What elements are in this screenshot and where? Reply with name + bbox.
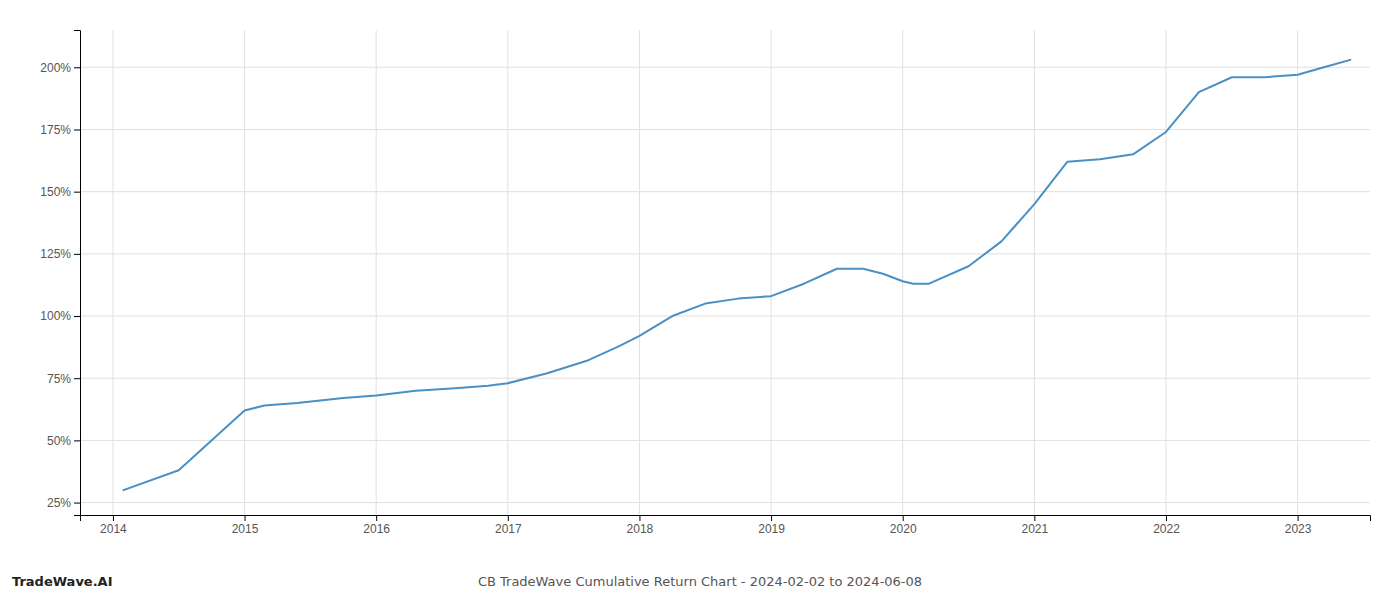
y-tick-label: 100% — [40, 309, 71, 323]
x-tick-label: 2021 — [1021, 522, 1048, 536]
y-axis: 25% 50% 75% 100% 125% 150% 175% 200% — [40, 31, 80, 516]
x-tick-label: 2016 — [363, 522, 390, 536]
line — [123, 60, 1350, 490]
grid-line-x — [1165, 30, 1166, 515]
x-tick-label: 2023 — [1285, 522, 1312, 536]
grid-line-y — [80, 378, 1370, 379]
x-tick-label: 2022 — [1153, 522, 1180, 536]
y-tick: 150% — [40, 185, 80, 199]
y-tick-mark — [74, 192, 80, 193]
y-tick-mark — [74, 316, 80, 317]
x-tick: 2021 — [1021, 515, 1048, 536]
x-tick-label: 2017 — [495, 522, 522, 536]
grid-line-y — [80, 440, 1370, 441]
grid-line-y — [80, 316, 1370, 317]
y-tick: 200% — [40, 61, 80, 75]
grid-line-x — [639, 30, 640, 515]
x-tick-mark — [639, 515, 640, 521]
y-tick-label: 175% — [40, 123, 71, 137]
y-tick: 50% — [47, 434, 80, 448]
y-tick-mark — [74, 129, 80, 130]
x-tick: 2022 — [1153, 515, 1180, 536]
grid-line-x — [112, 30, 113, 515]
grid-line-y — [80, 191, 1370, 192]
x-tick: 2015 — [232, 515, 259, 536]
x-tick-mark — [508, 515, 509, 521]
plot-area — [123, 60, 1350, 490]
x-axis-line — [81, 516, 1371, 522]
grid-line-y — [80, 253, 1370, 254]
grid-line-x — [902, 30, 903, 515]
x-tick-label: 2015 — [232, 522, 259, 536]
grid-line-y — [80, 67, 1370, 68]
y-tick-mark — [74, 254, 80, 255]
y-axis-line — [74, 31, 81, 516]
y-tick-label: 150% — [40, 185, 71, 199]
y-tick: 125% — [40, 247, 80, 261]
x-tick: 2020 — [890, 515, 917, 536]
x-axis: 2014 2015 2016 2017 2018 2019 2020 2021 2022 2023 — [81, 515, 1371, 536]
grid-line-x — [771, 30, 772, 515]
grid-line-x — [1034, 30, 1035, 515]
x-tick: 2014 — [100, 515, 127, 536]
x-tick-mark — [771, 515, 772, 521]
y-tick: 175% — [40, 123, 80, 137]
x-tick-mark — [1166, 515, 1167, 521]
y-tick-label: 200% — [40, 61, 71, 75]
x-tick-label: 2020 — [890, 522, 917, 536]
x-tick-mark — [245, 515, 246, 521]
x-tick: 2017 — [495, 515, 522, 536]
x-tick: 2018 — [627, 515, 654, 536]
x-tick-mark — [903, 515, 904, 521]
x-tick-mark — [376, 515, 377, 521]
title: CB TradeWave Cumulative Return Chart - 2… — [478, 574, 922, 589]
grid-line-y — [80, 502, 1370, 503]
chart-container: 2014 2015 2016 2017 2018 2019 2020 2021 2022 2023… — [0, 0, 1400, 600]
x-tick-mark — [113, 515, 114, 521]
y-tick-label: 75% — [47, 372, 71, 386]
y-tick-label: 25% — [47, 496, 71, 510]
x-tick-mark — [1034, 515, 1035, 521]
y-tick-mark — [74, 67, 80, 68]
watermark: TradeWave.AI — [12, 574, 113, 589]
chart-svg: 2014 2015 2016 2017 2018 2019 2020 2021 2022 2023… — [0, 0, 1400, 600]
grid-line-x — [507, 30, 508, 515]
y-tick: 75% — [47, 372, 80, 386]
y-tick-label: 50% — [47, 434, 71, 448]
y-tick-label: 125% — [40, 247, 71, 261]
grid — [80, 30, 1370, 515]
x-tick: 2016 — [363, 515, 390, 536]
y-tick-mark — [74, 378, 80, 379]
x-tick-mark — [1298, 515, 1299, 521]
grid-line-x — [376, 30, 377, 515]
grid-line-x — [244, 30, 245, 515]
y-tick-mark — [74, 440, 80, 441]
x-tick-label: 2019 — [758, 522, 785, 536]
y-tick: 100% — [40, 309, 80, 323]
grid-line-y — [80, 129, 1370, 130]
x-tick-label: 2018 — [627, 522, 654, 536]
grid-line-x — [1297, 30, 1298, 515]
x-tick: 2019 — [758, 515, 785, 536]
y-tick: 25% — [47, 496, 80, 510]
y-tick-mark — [74, 503, 80, 504]
x-tick-label: 2014 — [100, 522, 127, 536]
x-tick: 2023 — [1285, 515, 1312, 536]
